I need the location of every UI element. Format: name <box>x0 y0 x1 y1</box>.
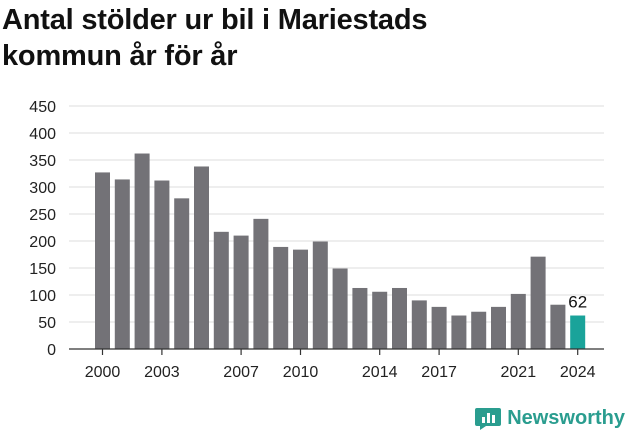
bar <box>312 241 328 349</box>
x-tick-label: 2014 <box>362 364 398 381</box>
y-tick-label: 400 <box>29 126 56 143</box>
y-tick-label: 350 <box>29 153 56 170</box>
x-tick-label: 2003 <box>144 364 180 381</box>
bar <box>213 231 229 349</box>
y-tick-label: 200 <box>29 234 56 251</box>
x-tick-label: 2024 <box>560 364 596 381</box>
bar <box>550 304 566 349</box>
brand-name: Newsworthy <box>507 406 625 429</box>
bar <box>174 198 190 349</box>
bar <box>233 235 249 349</box>
x-tick-label: 2010 <box>283 364 319 381</box>
bar <box>95 172 110 349</box>
bar <box>451 315 467 349</box>
bar <box>491 306 506 349</box>
x-tick-label: 2007 <box>223 364 259 381</box>
bar <box>154 180 170 349</box>
x-tick-label: 2017 <box>421 364 457 381</box>
y-tick-label: 150 <box>29 261 56 278</box>
bar-chart: 0 50 100 150 200 250 300 350 400 450 62 2000 2003 200… <box>29 99 604 381</box>
y-tick-label: 250 <box>29 207 56 224</box>
title-line-1: Antal stölder ur bil i Mariestads <box>2 4 428 36</box>
bar <box>134 153 150 349</box>
bar <box>293 249 308 349</box>
bar <box>114 179 130 349</box>
bar <box>471 311 487 349</box>
bar <box>431 306 447 349</box>
chart-title: Antal stölder ur bil i Mariestads kommun… <box>2 2 627 74</box>
brand-logo: Newsworthy <box>475 403 625 433</box>
y-tick-label: 50 <box>38 315 56 332</box>
y-tick-label: 450 <box>29 99 56 116</box>
y-tick-label: 0 <box>47 342 56 359</box>
bar <box>510 293 526 349</box>
bar <box>273 246 289 349</box>
newsworthy-logo-icon <box>475 408 502 430</box>
bar <box>332 268 348 349</box>
data-label: 62 <box>568 293 587 312</box>
bar <box>372 291 388 349</box>
bar <box>253 218 269 349</box>
bar <box>570 315 586 349</box>
title-line-2: kommun år för år <box>2 40 238 72</box>
y-tick-label: 100 <box>29 288 56 305</box>
y-tick-label: 300 <box>29 180 56 197</box>
x-tick-label: 2021 <box>501 364 537 381</box>
bar <box>194 166 209 349</box>
x-tick-label: 2000 <box>85 364 121 381</box>
bar <box>392 287 407 349</box>
bar <box>411 300 427 349</box>
bar <box>352 287 368 349</box>
bar <box>530 256 546 349</box>
